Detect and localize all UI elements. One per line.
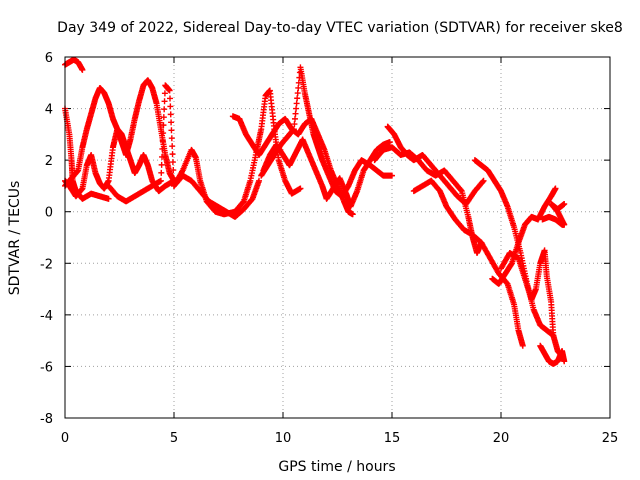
y-tick-label: 4: [45, 103, 53, 118]
y-tick-label: 6: [45, 51, 53, 66]
series-sat-i: [260, 136, 393, 210]
data-point: [167, 95, 174, 102]
data-point: [291, 121, 298, 128]
data-point: [159, 153, 166, 160]
data-point: [479, 178, 486, 185]
data-point: [256, 177, 263, 184]
data-point: [158, 161, 165, 168]
data-point: [160, 122, 167, 129]
data-point: [160, 114, 167, 121]
x-tick-label: 20: [493, 431, 510, 446]
y-tick-label: 2: [45, 154, 53, 169]
x-tick-label: 15: [384, 431, 401, 446]
data-point: [293, 105, 300, 112]
data-point: [161, 90, 168, 97]
x-axis-label: GPS time / hours: [278, 459, 395, 475]
grid-lines: [65, 57, 610, 418]
series-sat-j: [384, 123, 487, 207]
data-point: [168, 127, 175, 134]
series-sat-f: [171, 87, 304, 218]
data-point: [386, 139, 393, 146]
x-tick-label: 0: [61, 431, 69, 446]
data-point: [389, 172, 395, 179]
tick-labels: 0 5 10 15 20 25 -8 -6 -4 -2 0 2 4 6: [40, 51, 618, 446]
data-point: [160, 130, 167, 137]
data-point: [293, 100, 300, 107]
data-point: [349, 211, 356, 218]
data-point: [170, 167, 177, 174]
data-point: [295, 84, 302, 91]
y-tick-label: -6: [40, 360, 53, 375]
data-point: [167, 103, 174, 110]
chart-title: Day 349 of 2022, Sidereal Day-to-day VTE…: [57, 20, 623, 36]
y-tick-label: 0: [45, 206, 53, 221]
data-point: [458, 187, 465, 194]
data-point: [292, 110, 299, 117]
data-point: [552, 185, 559, 192]
plot-area: [62, 56, 568, 367]
data-point: [169, 159, 176, 166]
data-point: [480, 177, 487, 184]
data-point: [159, 138, 166, 145]
y-axis-label: SDTVAR / TECUs: [7, 181, 23, 296]
data-point: [294, 95, 301, 102]
data-point: [158, 169, 165, 176]
data-point: [168, 135, 175, 142]
data-point: [291, 115, 298, 122]
data-point: [79, 66, 86, 73]
plot-frame: [64, 56, 611, 419]
x-tick-label: 5: [170, 431, 178, 446]
data-point: [161, 98, 168, 105]
series-sat-e: [105, 82, 263, 220]
y-tick-label: -4: [40, 309, 53, 324]
data-point: [294, 90, 301, 97]
data-point: [169, 151, 176, 158]
data-point: [167, 111, 174, 118]
data-point: [297, 185, 304, 192]
series-sat-h: [258, 64, 395, 200]
data-point: [519, 342, 526, 349]
data-point: [105, 195, 112, 202]
series-sat-p: [537, 342, 568, 367]
series-sat-o: [498, 247, 566, 360]
x-tick-label: 10: [275, 431, 292, 446]
data-point: [169, 143, 176, 150]
data-point: [159, 145, 166, 152]
x-tick-label: 25: [602, 431, 619, 446]
data-point: [166, 87, 173, 94]
axis-ticks: [64, 56, 611, 419]
data-point: [168, 119, 175, 126]
series-sat-l: [410, 177, 526, 349]
data-point: [161, 106, 168, 113]
series-sat-k: [371, 144, 485, 256]
series-sat-a: [62, 56, 86, 73]
data-point: [290, 126, 297, 133]
data-point: [157, 177, 164, 184]
y-tick-label: -8: [40, 412, 53, 427]
data-point: [178, 168, 185, 175]
y-tick-label: -2: [40, 257, 53, 272]
series-sat-d: [62, 77, 177, 189]
